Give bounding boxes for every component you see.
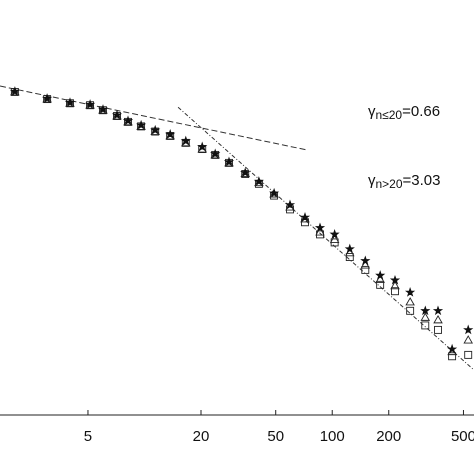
point: [136, 119, 147, 130]
point: [97, 104, 109, 114]
annotation-text: =0.66: [402, 103, 440, 120]
point: [421, 321, 430, 330]
point: [315, 227, 325, 236]
point: [299, 212, 311, 222]
annotation-text: =3.03: [403, 172, 441, 189]
point: [405, 297, 415, 306]
point: [223, 156, 235, 167]
point: [448, 352, 457, 361]
point: [361, 265, 370, 274]
point: [329, 229, 340, 239]
point: [269, 187, 280, 198]
x-tick-label: 50: [267, 428, 284, 445]
annotation: γn>20=3.03: [368, 172, 441, 191]
point: [284, 199, 296, 210]
point: [345, 253, 354, 261]
point: [376, 280, 385, 289]
point: [150, 124, 161, 135]
point: [111, 109, 123, 120]
point: [390, 280, 400, 290]
annotation-symbol: γ: [368, 103, 376, 120]
point: [360, 260, 371, 269]
x-tick-label: 200: [376, 428, 401, 445]
x-tick-label: 20: [193, 428, 210, 445]
point: [404, 287, 416, 297]
point: [406, 306, 415, 315]
point: [420, 312, 431, 321]
point: [391, 287, 399, 296]
point: [344, 243, 355, 254]
point: [464, 350, 473, 359]
point: [9, 86, 21, 96]
fit-line: [177, 106, 474, 371]
point: [432, 305, 444, 316]
annotation: γn≤20=0.66: [368, 103, 440, 122]
point: [389, 274, 401, 285]
point: [314, 222, 326, 233]
point: [329, 234, 340, 243]
point: [122, 115, 134, 126]
annotation-subscript: n>20: [376, 177, 403, 191]
point: [197, 141, 208, 152]
point: [463, 335, 473, 344]
x-tick-label: 100: [320, 428, 345, 445]
point: [433, 314, 443, 324]
point: [463, 324, 474, 335]
annotation-subscript: n≤20: [376, 108, 403, 122]
point: [210, 148, 221, 159]
x-tick-label: 500: [451, 428, 474, 445]
point: [41, 93, 53, 103]
point: [164, 129, 176, 139]
annotation-symbol: γ: [368, 172, 376, 189]
point: [360, 255, 371, 266]
point: [240, 167, 251, 178]
point: [64, 97, 76, 108]
point: [446, 343, 458, 354]
point: [420, 305, 431, 316]
point: [434, 325, 442, 334]
point: [180, 135, 191, 146]
point: [253, 176, 264, 186]
point: [375, 270, 386, 280]
point: [84, 99, 96, 109]
x-tick-label: 5: [84, 428, 92, 445]
fit-line: [0, 85, 308, 151]
